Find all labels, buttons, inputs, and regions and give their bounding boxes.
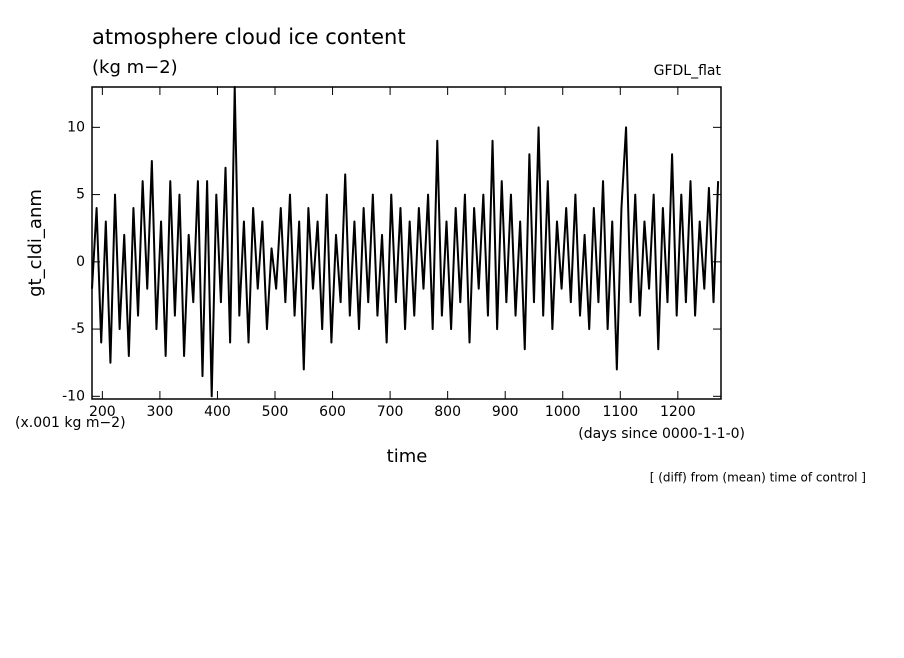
x-tick-label: 200	[89, 404, 116, 420]
chart-title: atmosphere cloud ice content	[92, 25, 406, 49]
x-axis-label: time	[387, 446, 428, 467]
x-tick-label: 300	[147, 404, 174, 420]
y-axis-label: gt_cldi_anm	[25, 189, 46, 297]
x-tick-label: 400	[204, 404, 231, 420]
footnote: [ (diff) from (mean) time of control ]	[650, 471, 866, 485]
model-label: GFDL_flat	[654, 63, 722, 79]
x-units: (days since 0000-1-1-0)	[578, 426, 745, 442]
subtitle: (kg m−2)	[92, 57, 178, 78]
x-tick-label: 1000	[545, 404, 581, 420]
series-line	[91, 86, 720, 398]
x-tick-label: 1200	[660, 404, 696, 420]
x-tick-label: 800	[434, 404, 461, 420]
x-tick-label: 900	[492, 404, 519, 420]
plot-frame	[91, 86, 722, 400]
x-tick-label: 1100	[602, 404, 638, 420]
y-tick-label: 5	[76, 187, 85, 203]
x-tick-label: 700	[377, 404, 404, 420]
y-tick-label: -10	[62, 388, 85, 404]
x-tick-label: 600	[319, 404, 346, 420]
y-units: (x.001 kg m−2)	[15, 415, 126, 431]
y-tick-label: -5	[71, 321, 85, 337]
y-tick-label: 0	[76, 254, 85, 270]
y-tick-label: 10	[67, 119, 85, 135]
x-tick-label: 500	[262, 404, 289, 420]
